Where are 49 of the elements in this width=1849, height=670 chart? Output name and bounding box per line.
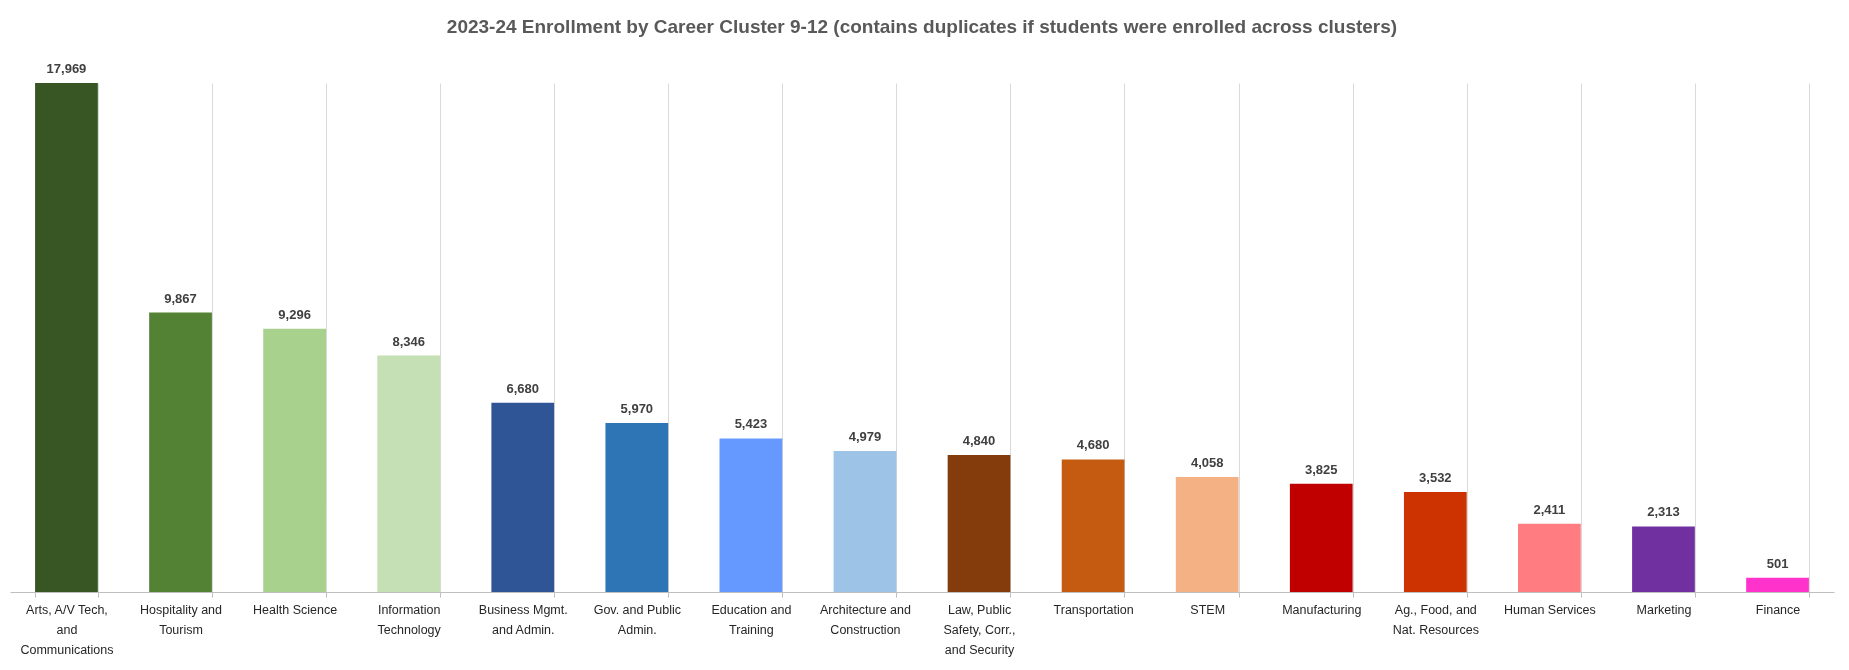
bar [491, 402, 555, 592]
data-label: 2,313 [1647, 504, 1680, 520]
data-label: 3,532 [1419, 469, 1452, 485]
x-tick-label: Architecture and Construction [819, 602, 912, 637]
data-label: 9,296 [278, 306, 311, 322]
bar [1061, 459, 1125, 592]
data-label: 2,411 [1533, 501, 1566, 517]
chart-title: 2023-24 Enrollment by Career Cluster 9-12 (contains duplicates if students were enrolled across clusters) [446, 16, 1398, 37]
bar [605, 422, 669, 592]
bar [1632, 526, 1695, 592]
data-label: 5,423 [734, 416, 768, 432]
x-tick-label: Transportation [1053, 602, 1134, 617]
x-tick-label: Education and Training [711, 602, 792, 637]
bar [1175, 477, 1239, 592]
data-label: 501 [1766, 555, 1789, 571]
data-label: 4,840 [962, 432, 996, 448]
bar [1518, 523, 1581, 592]
data-label: 17,969 [46, 61, 87, 76]
data-label: 9,867 [164, 290, 197, 306]
data-label: 6,680 [506, 380, 540, 396]
x-tick-label: Ag., Food, and Nat. Resources [1392, 602, 1479, 637]
x-tick-label: Manufacturing [1282, 602, 1362, 617]
bar [833, 450, 897, 592]
x-tick-label: Health Science [253, 602, 338, 617]
x-tick-label: Law, Public Safety, Corr., and Security [943, 602, 1016, 657]
bar [35, 83, 98, 592]
bar [263, 328, 326, 592]
x-tick-label: Information Technology [377, 602, 442, 637]
bar [149, 312, 212, 592]
x-tick-label: Human Services [1504, 602, 1596, 617]
data-label: 5,970 [620, 400, 654, 416]
bar [1289, 483, 1353, 592]
bar [1746, 577, 1809, 592]
x-tick-label: Arts, A/V Tech, and Communications [20, 602, 114, 657]
data-label: 4,058 [1190, 455, 1224, 471]
data-label: 3,825 [1304, 461, 1338, 477]
bar [719, 438, 783, 592]
bar [947, 454, 1011, 592]
data-label: 4,680 [1076, 437, 1110, 453]
x-tick-label: Gov. and Public Admin. [593, 602, 681, 637]
x-tick-label: Hospitality and Tourism [140, 602, 223, 637]
x-tick-label: Business Mgmt. and Admin. [478, 602, 568, 637]
x-tick-label: STEM [1190, 602, 1226, 617]
data-label: 8,346 [392, 333, 425, 349]
x-tick-label: Finance [1755, 602, 1801, 617]
data-label: 4,979 [848, 428, 882, 444]
bar [1403, 491, 1467, 592]
x-tick-label: Marketing [1636, 602, 1692, 617]
bar [377, 355, 441, 592]
